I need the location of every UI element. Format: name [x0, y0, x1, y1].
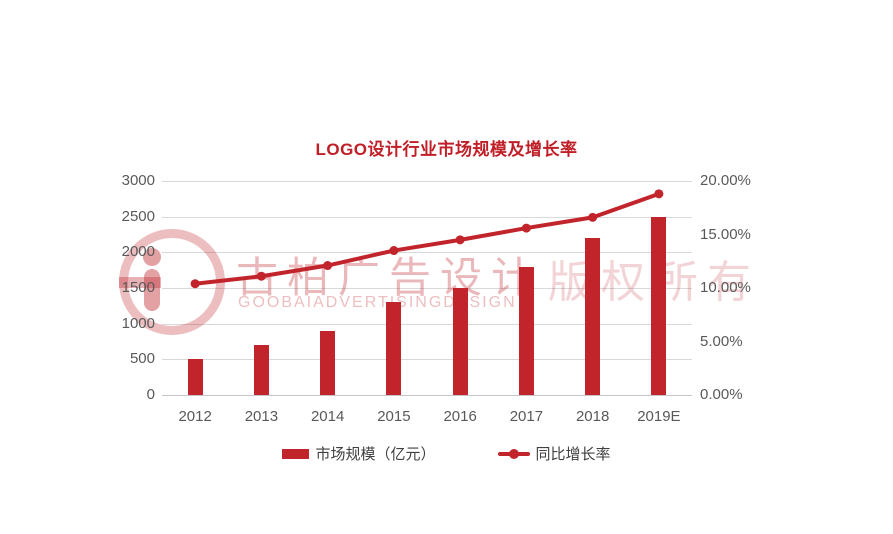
- gridline: [162, 252, 692, 254]
- left-axis-tick: 3000: [121, 172, 155, 189]
- gridline: [162, 216, 692, 218]
- line-marker-2018: [588, 212, 598, 222]
- chart-title: LOGO设计行业市场规模及增长率: [315, 140, 578, 159]
- right-axis-tick: 20.00%: [700, 172, 751, 189]
- legend-item-growth-rate: 同比增长率: [497, 443, 611, 464]
- line-marker-2015: [389, 246, 399, 256]
- x-axis-tick-2012: 2012: [178, 408, 212, 425]
- left-axis-tick: 1500: [121, 279, 155, 296]
- right-axis: 20.00% 15.00% 10.00% 5.00% 0.00%: [700, 172, 780, 403]
- bar-2016: [452, 288, 468, 395]
- x-axis-line: [162, 395, 692, 396]
- x-axis-tick-2014: 2014: [310, 408, 345, 425]
- right-axis-tick: 5.00%: [700, 332, 743, 350]
- left-axis-tick: 0: [146, 386, 155, 403]
- line-marker-2013: [256, 271, 266, 281]
- left-axis-tick: 2500: [121, 207, 155, 225]
- line-marker-2017: [521, 223, 531, 233]
- x-axis-tick-2013: 2013: [244, 408, 279, 425]
- left-axis-tick: 1000: [121, 314, 155, 332]
- line-marker-2016: [455, 235, 465, 245]
- legend-label: 同比增长率: [535, 446, 611, 463]
- left-axis-tick: 500: [129, 350, 155, 368]
- line-swatch-icon: [497, 448, 530, 459]
- left-axis-tick: 2000: [121, 243, 155, 261]
- legend-item-market-size: 市场规模（亿元）: [282, 443, 436, 464]
- right-axis-tick: 0.00%: [700, 386, 743, 403]
- x-axis-tick-2015: 2015: [377, 408, 411, 425]
- right-axis-tick: 10.00%: [700, 279, 751, 296]
- bar-swatch-icon: [282, 448, 310, 459]
- growth-line-layer: [190, 189, 664, 289]
- x-axis-tick-2019E: 2019E: [637, 408, 681, 425]
- gridline: [162, 359, 692, 361]
- left-axis: 3000 2500 2000 1500 1000 500 0: [92, 172, 155, 403]
- gridline: [162, 288, 692, 289]
- bar-2017: [518, 266, 534, 395]
- legend: 市场规模（亿元） 同比增长率: [0, 443, 893, 464]
- gridline: [162, 323, 692, 325]
- line-marker-2012: [190, 279, 200, 289]
- bar-2019E: [651, 216, 667, 395]
- gridlines-layer: [162, 181, 692, 396]
- gridline: [162, 181, 692, 182]
- x-axis-tick-2016: 2016: [443, 408, 477, 425]
- line-marker-2019E: [654, 189, 664, 199]
- bar-2012: [187, 359, 203, 395]
- x-axis: 2012 2013 2014 2015 2016 2017 2018 2019E: [162, 408, 692, 428]
- line-swatch-dot: [508, 448, 519, 459]
- x-axis-tick-2017: 2017: [509, 408, 544, 425]
- growth-rate-line: [193, 191, 661, 286]
- bar-2015: [386, 302, 402, 395]
- line-marker-2014: [323, 261, 333, 271]
- right-axis-tick: 15.00%: [700, 225, 751, 243]
- bar-2013: [253, 345, 269, 395]
- bar-2014: [320, 330, 336, 395]
- legend-label: 市场规模（亿元）: [315, 446, 436, 463]
- bar-2018: [585, 238, 601, 395]
- bars-layer: [162, 181, 692, 395]
- x-axis-tick-2018: 2018: [575, 408, 610, 425]
